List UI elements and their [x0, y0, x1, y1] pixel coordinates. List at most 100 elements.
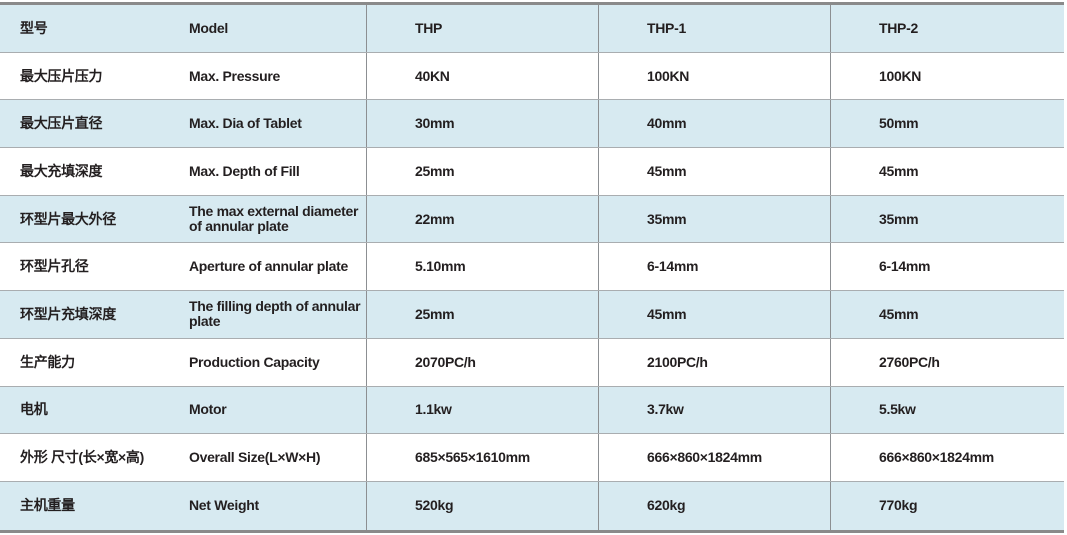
value-thp-1: 2100PC/h — [598, 338, 830, 386]
value-thp-1: 35mm — [598, 195, 830, 243]
param-name-en: Overall Size(L×W×H) — [169, 434, 366, 481]
value-thp-2: 50mm — [830, 100, 1064, 148]
value-thp: 2070PC/h — [366, 338, 598, 386]
header-row: 型号 Model THP THP-1 THP-2 — [0, 5, 1064, 53]
param-name-zh: 型号 — [0, 5, 169, 52]
value-thp-text: 2070PC/h — [415, 353, 476, 370]
value-thp-1: 40mm — [598, 100, 830, 148]
value-thp-1-text: 2100PC/h — [647, 353, 708, 370]
table-row: 生产能力 Production Capacity 2070PC/h 2100PC/h 2… — [0, 338, 1064, 387]
value-thp: 22mm — [366, 195, 598, 243]
param-name-zh-text: 环型片最大外径 — [20, 210, 116, 227]
value-thp-1: 6-14mm — [598, 243, 830, 291]
param-name-en: The filling depth of annular plate — [169, 291, 366, 338]
param-name-en: Max. Depth of Fill — [169, 148, 366, 195]
value-thp: 25mm — [366, 148, 598, 195]
param-name-zh-text: 外形 尺寸(长×宽×高) — [20, 449, 144, 466]
param-name-en: Aperture of annular plate — [169, 243, 366, 290]
param-name-zh: 环型片孔径 — [0, 243, 169, 290]
value-thp: 520kg — [366, 481, 598, 530]
value-thp-text: THP — [415, 19, 443, 36]
param-name-en-text: The max external diameter of annular pla… — [189, 203, 359, 235]
value-thp-2-text: 100KN — [879, 67, 922, 84]
value-thp-1-text: 45mm — [647, 162, 687, 179]
value-thp-1-text: 35mm — [647, 210, 687, 227]
value-thp-1-text: 620kg — [647, 497, 686, 514]
value-thp-1: 100KN — [598, 52, 830, 100]
value-thp-text: 40KN — [415, 67, 450, 84]
value-thp-1-text: 40mm — [647, 115, 687, 132]
param-name-zh-text: 电机 — [20, 401, 48, 418]
value-thp-2-text: 770kg — [879, 497, 918, 514]
value-thp-2: 770kg — [830, 481, 1064, 530]
param-name-zh-text: 最大压片直径 — [20, 115, 103, 132]
value-thp-2-text: THP-2 — [879, 19, 918, 36]
param-name-zh-text: 型号 — [20, 19, 48, 36]
param-name-en: The max external diameter of annular pla… — [169, 196, 366, 243]
param-name-zh: 生产能力 — [0, 339, 169, 386]
value-thp-2-text: 5.5kw — [879, 401, 916, 418]
value-thp-1: THP-1 — [598, 5, 830, 52]
value-thp: 30mm — [366, 100, 598, 148]
table-row: 环型片孔径 Aperture of annular plate 5.10mm 6-14… — [0, 243, 1064, 292]
param-name-zh-text: 环型片充填深度 — [20, 305, 116, 322]
param-name-zh: 外形 尺寸(长×宽×高) — [0, 434, 169, 481]
table-row: 最大充填深度 Max. Depth of Fill 25mm 45mm 45mm — [0, 148, 1064, 196]
value-thp-1: 666×860×1824mm — [598, 434, 830, 481]
param-name-en: Max. Pressure — [169, 53, 366, 100]
table-row: 最大压片压力 Max. Pressure 40KN 100KN 100KN — [0, 52, 1064, 101]
value-thp-1: 45mm — [598, 148, 830, 195]
param-name-zh-text: 最大充填深度 — [20, 162, 103, 179]
param-name-zh-text: 主机重量 — [20, 497, 75, 514]
value-thp-1-text: 6-14mm — [647, 258, 699, 275]
param-name-en-text: Production Capacity — [189, 353, 320, 370]
value-thp-2: 6-14mm — [830, 243, 1064, 291]
value-thp-2-text: 666×860×1824mm — [879, 449, 994, 466]
param-name-zh: 电机 — [0, 387, 169, 434]
param-name-en-text: Overall Size(L×W×H) — [189, 449, 321, 466]
value-thp-2: 2760PC/h — [830, 338, 1064, 386]
value-thp-2-text: 50mm — [879, 115, 919, 132]
value-thp-2-text: 35mm — [879, 210, 919, 227]
value-thp-1-text: 45mm — [647, 305, 687, 322]
value-thp-text: 25mm — [415, 162, 455, 179]
value-thp-text: 520kg — [415, 497, 454, 514]
param-name-en-text: Model — [189, 19, 228, 36]
table-row: 环型片最大外径 The max external diameter of annu… — [0, 195, 1064, 244]
value-thp-1-text: 666×860×1824mm — [647, 449, 762, 466]
param-name-zh: 最大压片直径 — [0, 100, 169, 147]
table-row: 主机重量 Net Weight 520kg 620kg 770kg — [0, 481, 1064, 530]
table-row: 电机 Motor 1.1kw 3.7kw 5.5kw — [0, 386, 1064, 435]
table-row: 外形 尺寸(长×宽×高) Overall Size(L×W×H) 685×565×1… — [0, 434, 1064, 482]
value-thp-1-text: 3.7kw — [647, 401, 684, 418]
param-name-zh: 环型片充填深度 — [0, 291, 169, 338]
value-thp-2: 666×860×1824mm — [830, 434, 1064, 481]
param-name-zh-text: 生产能力 — [20, 353, 75, 370]
value-thp-1: 620kg — [598, 481, 830, 530]
value-thp-1: 3.7kw — [598, 386, 830, 434]
value-thp-2-text: 45mm — [879, 162, 919, 179]
value-thp-1: 45mm — [598, 291, 830, 338]
param-name-zh: 最大压片压力 — [0, 53, 169, 100]
param-name-en: Production Capacity — [169, 339, 366, 386]
value-thp-2: 35mm — [830, 195, 1064, 243]
value-thp-text: 30mm — [415, 115, 455, 132]
value-thp: 25mm — [366, 291, 598, 338]
param-name-en: Net Weight — [169, 482, 366, 530]
table-row: 最大压片直径 Max. Dia of Tablet 30mm 40mm 50mm — [0, 100, 1064, 149]
value-thp-text: 5.10mm — [415, 258, 466, 275]
value-thp: 1.1kw — [366, 386, 598, 434]
param-name-en-text: Max. Depth of Fill — [189, 162, 300, 179]
value-thp-2-text: 45mm — [879, 305, 919, 322]
param-name-zh: 主机重量 — [0, 482, 169, 530]
param-name-en-text: Aperture of annular plate — [189, 258, 348, 275]
param-name-en-text: Max. Dia of Tablet — [189, 115, 302, 132]
value-thp-text: 1.1kw — [415, 401, 452, 418]
value-thp-2-text: 2760PC/h — [879, 353, 940, 370]
value-thp-text: 685×565×1610mm — [415, 449, 530, 466]
value-thp-2: 100KN — [830, 52, 1064, 100]
param-name-zh-text: 环型片孔径 — [20, 258, 89, 275]
value-thp: 5.10mm — [366, 243, 598, 291]
param-name-en-text: Motor — [189, 401, 227, 418]
